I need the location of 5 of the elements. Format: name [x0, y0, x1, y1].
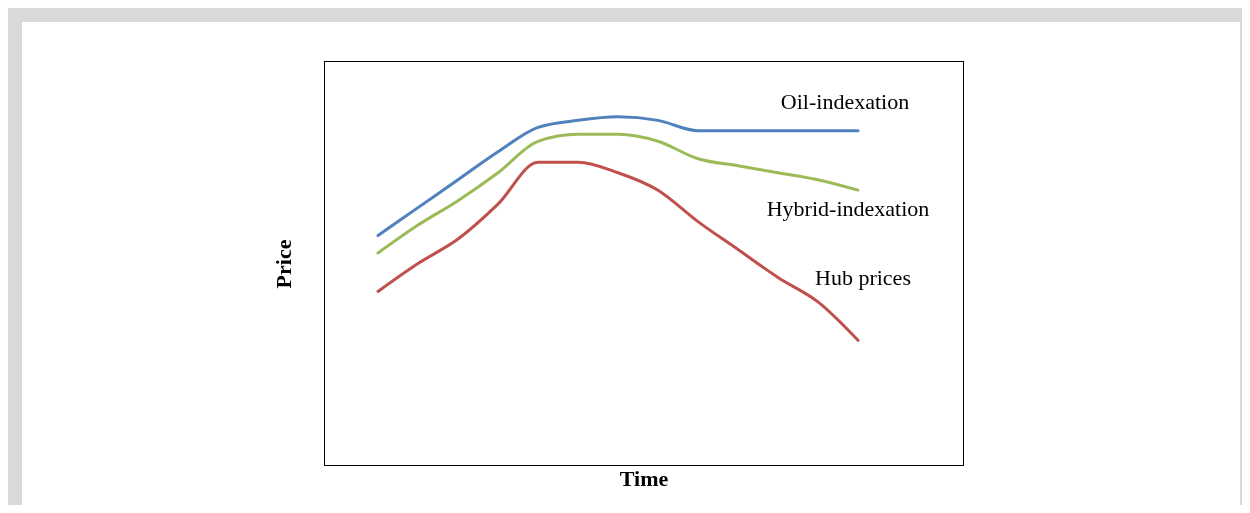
series-label: Hub prices	[815, 264, 911, 290]
x-axis-title: Time	[618, 466, 670, 492]
y-axis-title: Price	[271, 239, 297, 288]
series-label: Oil-indexation	[780, 89, 910, 115]
series-label: Hybrid-indexation	[766, 195, 930, 221]
